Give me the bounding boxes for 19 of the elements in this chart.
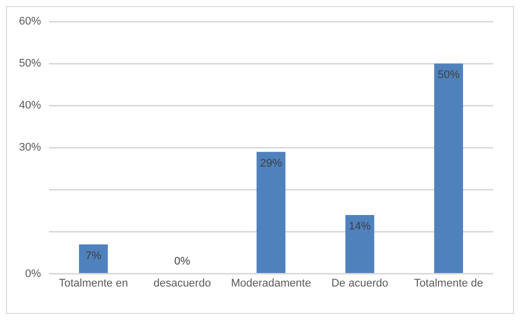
data-label: 7% [85,250,102,262]
data-label: 50% [438,69,460,82]
bar [345,214,374,274]
y-tick-label: 30% [18,142,42,154]
x-tick-label: De acuerdo [331,277,388,290]
x-tick-label: desacuerdo [153,277,211,290]
bar [434,64,464,274]
data-label: 0% [174,255,190,268]
y-tick-label: 60% [18,16,42,28]
data-label: 29% [260,157,282,170]
bar [256,152,286,274]
y-tick-label: 0% [25,268,42,280]
bar [78,244,108,274]
x-tick-label: Totalmente de [414,277,484,290]
y-tick-label: 50% [18,58,42,70]
x-tick-label: Totalmente en [58,277,128,290]
data-label: 14% [348,220,372,232]
x-tick-label: Moderadamente [230,277,312,290]
y-tick-label: 40% [18,100,42,112]
